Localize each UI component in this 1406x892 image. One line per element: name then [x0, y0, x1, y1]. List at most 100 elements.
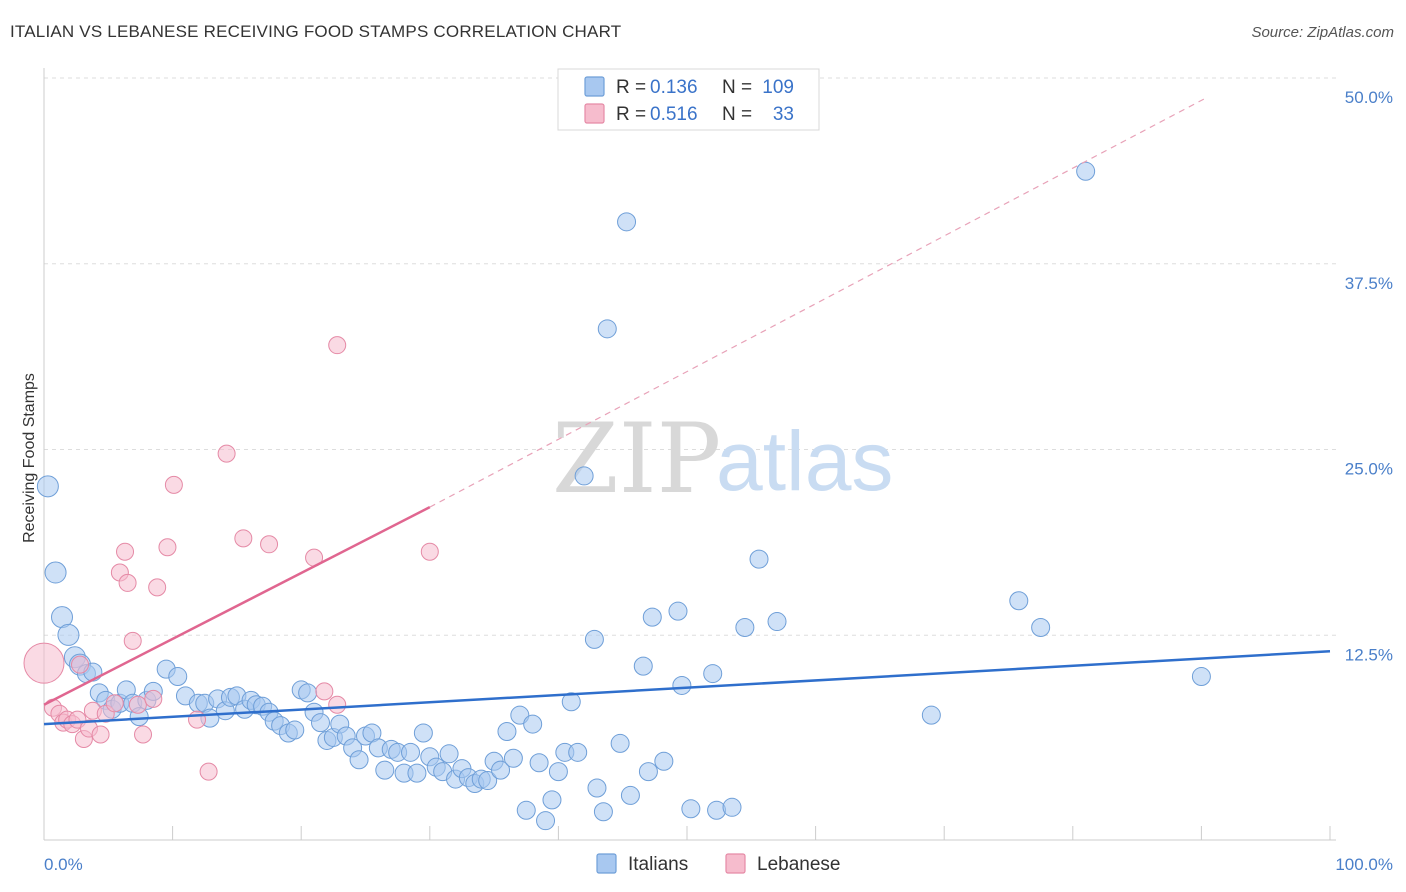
y-tick-labels: 12.5% 25.0% 37.5% 50.0%: [1345, 88, 1393, 664]
gridlines: [44, 77, 1336, 636]
legend-r-value-lebanese: 0.516: [650, 104, 698, 125]
lebanese-point-28: [260, 535, 279, 554]
x-tick-labels: 0.0% 100.0%: [44, 855, 1393, 874]
italians-point-37: [298, 683, 318, 703]
italians-point-53: [401, 742, 421, 762]
italians-point-90: [642, 607, 662, 627]
legend-n-label-lebanese: N =: [722, 104, 752, 125]
series-legend-swatch-italians: [596, 853, 617, 874]
lebanese-point-33: [420, 542, 439, 561]
source-credit: Source: ZipAtlas.com: [1251, 24, 1394, 41]
lebanese-points: [23, 336, 439, 781]
italians-point-65: [478, 771, 498, 791]
italians-point-73: [529, 753, 549, 773]
chart-title: ITALIAN VS LEBANESE RECEIVING FOOD STAMP…: [10, 22, 622, 41]
legend-n-label-italians: N =: [722, 77, 752, 98]
lebanese-point-23: [164, 475, 183, 494]
italians-point-71: [516, 800, 536, 820]
lebanese-point-17: [123, 631, 142, 650]
lebanese-point-25: [199, 762, 218, 781]
italians-point-35: [285, 720, 305, 740]
lebanese-point-27: [234, 529, 253, 548]
x-tick-label-min: 0.0%: [44, 855, 83, 874]
y-tick-label-3: 50.0%: [1345, 88, 1393, 107]
italians-point-49: [375, 760, 395, 780]
legend-swatch-italians: [584, 76, 605, 97]
x-tick-label-max: 100.0%: [1335, 855, 1393, 874]
axes: [43, 68, 1336, 841]
italians-point-101: [921, 705, 941, 725]
italians-point-102: [1009, 591, 1029, 611]
italians-point-85: [610, 733, 630, 753]
lebanese-point-24: [188, 710, 207, 729]
legend-r-label-lebanese: R =: [616, 104, 646, 125]
italians-point-76: [548, 762, 568, 782]
italians-point-3: [57, 623, 80, 646]
legend-n-value-lebanese: 33: [773, 104, 794, 125]
italians-point-94: [681, 799, 701, 819]
italians-point-72: [523, 714, 543, 734]
italians-point-84: [597, 319, 617, 339]
y-axis-title: Receiving Food Stamps: [21, 373, 38, 543]
lebanese-point-22: [158, 538, 177, 557]
italians-point-93: [672, 675, 692, 695]
series-legend: Italians Lebanese: [596, 853, 840, 875]
italians-point-104: [1076, 161, 1096, 181]
series-legend-label-lebanese: Lebanese: [757, 854, 840, 875]
lebanese-point-7: [71, 655, 90, 674]
italians-point-91: [654, 751, 674, 771]
lebanese-point-20: [144, 689, 163, 708]
italians-point-69: [503, 748, 523, 768]
italians-point-89: [638, 762, 658, 782]
italians-point-0: [36, 475, 59, 498]
italians-point-39: [310, 713, 330, 733]
y-tick-label-0: 12.5%: [1345, 645, 1393, 664]
watermark: ZIP atlas: [552, 403, 893, 515]
italians-point-98: [735, 618, 755, 638]
y-tick-label-1: 25.0%: [1345, 460, 1393, 479]
series-legend-label-italians: Italians: [628, 854, 688, 875]
lebanese-point-26: [217, 444, 236, 463]
italians-point-99: [749, 549, 769, 569]
italians-point-88: [633, 656, 653, 676]
italians-point-45: [349, 750, 369, 770]
trend-lines: [43, 96, 1331, 726]
lebanese-point-0: [23, 642, 65, 684]
lebanese-trend-line: [43, 506, 431, 706]
watermark-atlas: atlas: [716, 414, 893, 508]
italians-trend-line: [43, 650, 1331, 726]
italians-point-81: [584, 629, 604, 649]
italians-point-83: [593, 802, 613, 822]
italians-point-82: [587, 778, 607, 798]
italians-point-95: [703, 664, 723, 684]
italians-point-105: [1191, 667, 1211, 687]
italians-point-67: [491, 760, 511, 780]
italians-point-54: [407, 763, 427, 783]
italians-point-96: [707, 800, 727, 820]
lebanese-trend-extension: [429, 96, 1209, 508]
italians-point-97: [722, 797, 742, 817]
legend-r-label-italians: R =: [616, 77, 646, 98]
italians-points: [36, 161, 1211, 831]
legend-r-value-italians: 0.136: [650, 77, 698, 98]
italians-point-100: [767, 612, 787, 632]
italians-point-75: [542, 790, 562, 810]
lebanese-point-18: [128, 695, 147, 714]
lebanese-point-32: [328, 695, 347, 714]
italians-point-59: [439, 744, 459, 764]
series-legend-swatch-lebanese: [725, 853, 746, 874]
italians-point-18: [168, 667, 188, 687]
lebanese-point-16: [118, 573, 137, 592]
italians-point-68: [497, 722, 517, 742]
lebanese-point-30: [315, 682, 334, 701]
italians-point-55: [413, 723, 433, 743]
italians-point-92: [668, 601, 688, 621]
legend-swatch-lebanese: [584, 103, 605, 124]
lebanese-point-15: [116, 542, 135, 561]
watermark-zip: ZIP: [552, 403, 721, 515]
italians-point-87: [620, 785, 640, 805]
lebanese-point-31: [328, 336, 347, 355]
correlation-legend: R = 0.136 N = 109 R = 0.516 N = 33: [557, 68, 820, 131]
italians-point-1: [44, 561, 67, 584]
